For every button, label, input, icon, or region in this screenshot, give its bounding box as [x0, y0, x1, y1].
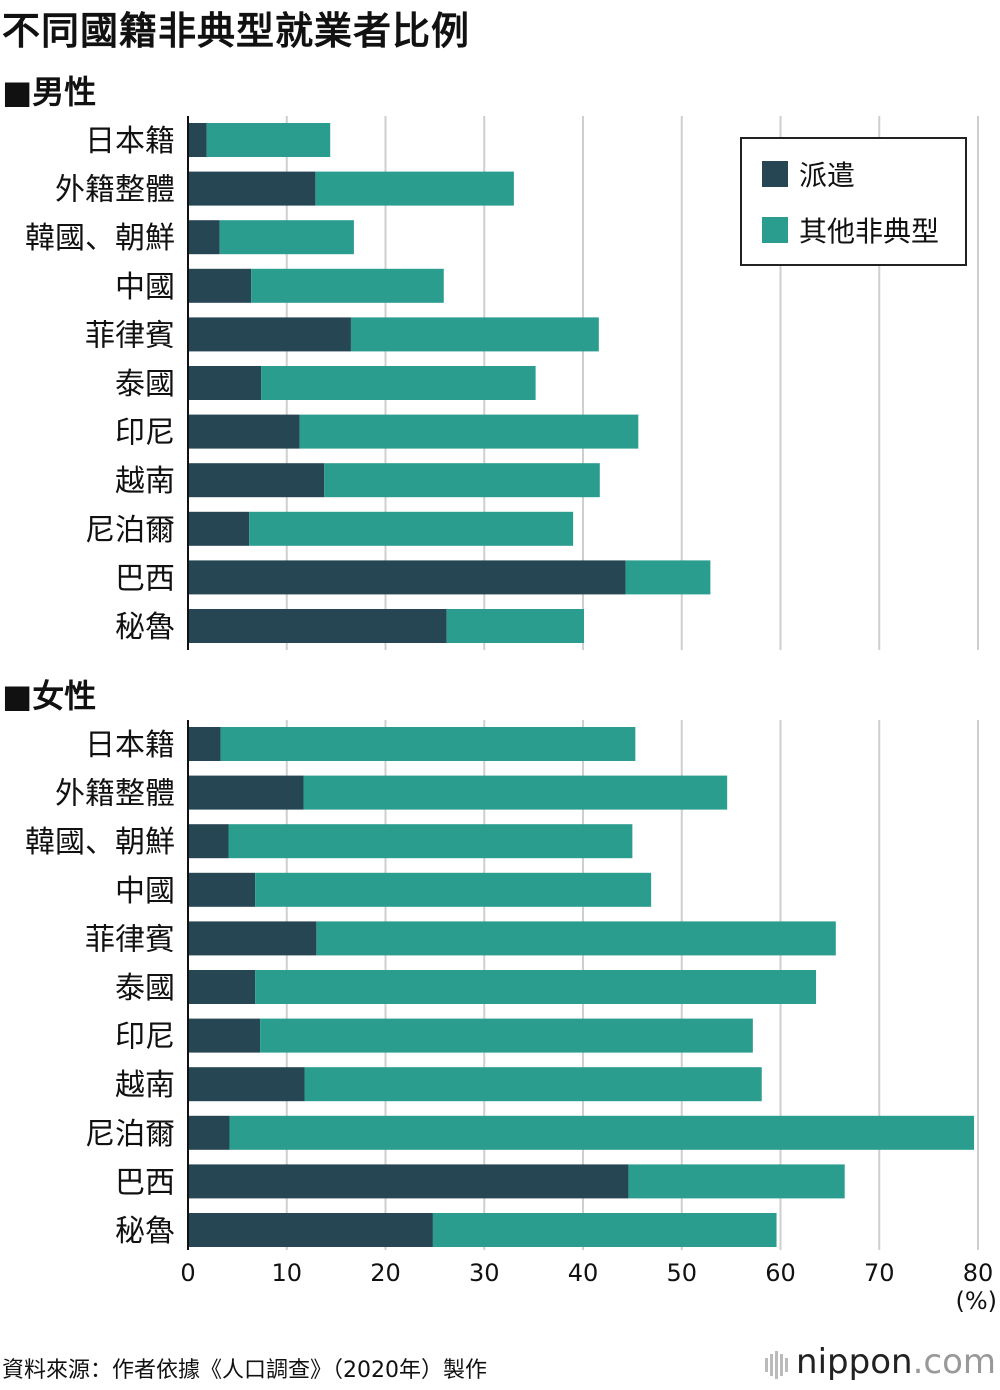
panel-2-heading: ■女性	[2, 677, 96, 715]
panel-1-bar-other-7	[299, 414, 639, 449]
panel-1-bar-dispatch-1	[188, 123, 207, 157]
stacked-bar-chart: ■男性日本籍外籍整體韓國、朝鮮中國菲律賓泰國印尼越南尼泊爾巴西秘魯■女性日本籍外…	[2, 73, 997, 1315]
x-tick-label-10: 10	[271, 1259, 302, 1287]
panel-1-heading: ■男性	[2, 73, 96, 111]
panel-1-category-label: 菲律賓	[85, 318, 175, 353]
panel-2-bar-dispatch-7	[188, 1018, 261, 1053]
panel-2-category-label: 尼泊爾	[85, 1117, 175, 1152]
panel-1-bar-other-9	[249, 511, 574, 546]
legend-label-2: 其他非典型	[799, 215, 939, 248]
panel-1-bar-dispatch-10	[188, 560, 626, 595]
panel-2-category-label: 巴西	[115, 1165, 175, 1200]
legend-box	[740, 137, 967, 266]
panel-1-bar-other-2	[315, 171, 514, 206]
panel-1-bar-other-4	[251, 268, 444, 303]
panel-2-bar-dispatch-10	[188, 1164, 629, 1199]
unit-label: (%)	[955, 1287, 997, 1315]
panel-2-bar-other-1	[220, 727, 636, 761]
panel-2-category-label: 中國	[115, 874, 175, 909]
panel-1-category-label: 印尼	[115, 416, 175, 451]
panel-1-bar-other-3	[219, 220, 354, 255]
legend-swatch-2	[762, 217, 788, 243]
panel-1-category-label: 泰國	[115, 367, 175, 402]
panel-1-bar-other-8	[324, 463, 600, 498]
x-tick-label-80: 80	[963, 1259, 994, 1287]
panel-1-bar-dispatch-11	[188, 609, 447, 643]
panel-2-bar-other-9	[229, 1115, 975, 1150]
panel-2-bar-other-11	[432, 1213, 777, 1247]
panel-2-bar-other-7	[260, 1018, 753, 1053]
panel-1-bar-other-5	[350, 317, 599, 352]
panel-2-category-label: 日本籍	[85, 728, 175, 763]
x-tick-label-40: 40	[568, 1259, 599, 1287]
panel-2-bar-other-3	[228, 824, 633, 859]
x-tick-label-30: 30	[469, 1259, 500, 1287]
panel-2-bar-dispatch-5	[188, 921, 317, 956]
panel-2-bar-other-6	[255, 970, 817, 1004]
panel-1-category-label: 中國	[115, 270, 175, 305]
x-tick-label-70: 70	[864, 1259, 895, 1287]
panel-2-bar-dispatch-6	[188, 970, 256, 1004]
panel-2-category-label: 秘魯	[115, 1214, 175, 1249]
legend-swatch-1	[762, 161, 788, 187]
panel-2-bar-other-8	[304, 1067, 762, 1102]
x-tick-label-20: 20	[370, 1259, 401, 1287]
panel-1-bar-dispatch-5	[188, 317, 351, 352]
x-tick-label-0: 0	[180, 1259, 195, 1287]
nippon-logo: nippon.com	[765, 1342, 996, 1384]
x-tick-label-60: 60	[765, 1259, 796, 1287]
panel-1-bar-other-6	[261, 366, 536, 400]
logo-bars-icon	[765, 1344, 790, 1384]
panel-2-category-label: 泰國	[115, 971, 175, 1006]
panel-1-bar-dispatch-7	[188, 414, 300, 449]
logo-suffix: com	[923, 1342, 996, 1382]
panel-1-bar-dispatch-2	[188, 171, 316, 206]
panel-1-bar-dispatch-3	[188, 220, 220, 255]
panel-1-bar-other-10	[625, 560, 711, 595]
panel-2-category-label: 韓國、朝鮮	[25, 825, 175, 860]
panel-2-bar-dispatch-3	[188, 824, 229, 859]
panel-2-category-label: 外籍整體	[55, 777, 175, 812]
panel-1-category-label: 尼泊爾	[85, 513, 175, 548]
panel-2-bar-other-10	[628, 1164, 845, 1199]
panel-1-category-label: 越南	[115, 464, 175, 499]
legend-label-1: 派遣	[799, 159, 855, 192]
panel-1-bar-dispatch-8	[188, 463, 325, 498]
source-note: 資料來源：作者依據《人口調查》（2020年）製作	[2, 1358, 487, 1383]
panel-2-bar-dispatch-8	[188, 1067, 305, 1102]
chart-title: 不同國籍非典型就業者比例	[2, 9, 471, 53]
panel-2-bar-dispatch-1	[188, 727, 221, 761]
panel-2-bar-other-5	[316, 921, 836, 956]
panel-1-bar-other-1	[206, 123, 331, 157]
panel-1-category-label: 外籍整體	[55, 173, 175, 208]
logo-dot: .	[912, 1342, 924, 1382]
panel-2-bar-dispatch-4	[188, 872, 256, 907]
panel-2-category-label: 菲律賓	[85, 922, 175, 957]
panel-2-bar-other-4	[255, 872, 652, 907]
x-tick-label-50: 50	[666, 1259, 697, 1287]
panel-2-category-label: 印尼	[115, 1020, 175, 1055]
panel-2-bar-dispatch-2	[188, 775, 304, 810]
panel-2-bar-dispatch-11	[188, 1213, 433, 1247]
panel-2-bar-dispatch-9	[188, 1115, 230, 1150]
panel-1-bar-dispatch-6	[188, 366, 262, 400]
panel-2-bar-other-2	[303, 775, 728, 810]
panel-1-bar-other-11	[446, 609, 584, 643]
panel-1-category-label: 秘魯	[115, 610, 175, 645]
panel-1-bar-dispatch-4	[188, 268, 252, 303]
panel-1-category-label: 巴西	[115, 561, 175, 596]
panel-2-category-label: 越南	[115, 1068, 175, 1103]
panel-1-category-label: 韓國、朝鮮	[25, 221, 175, 256]
logo-brand: nippon	[796, 1342, 913, 1382]
panel-1-bar-dispatch-9	[188, 511, 250, 546]
panel-1-category-label: 日本籍	[85, 124, 175, 159]
